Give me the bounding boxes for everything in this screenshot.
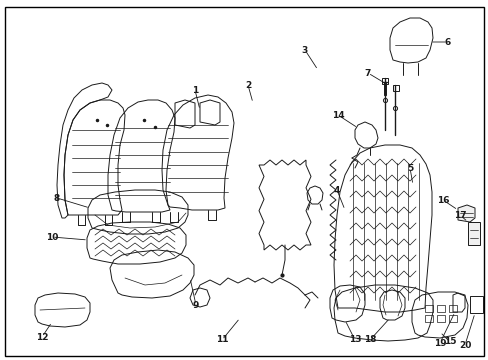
- Text: 3: 3: [301, 45, 307, 54]
- Polygon shape: [457, 205, 474, 222]
- Text: 13: 13: [348, 336, 361, 345]
- Text: 1: 1: [191, 86, 198, 95]
- Text: 9: 9: [192, 301, 199, 310]
- Text: 6: 6: [444, 37, 450, 46]
- Text: 17: 17: [453, 211, 466, 220]
- Text: 16: 16: [436, 195, 448, 204]
- Text: 20: 20: [458, 341, 470, 350]
- Text: 7: 7: [364, 68, 370, 77]
- Text: 19: 19: [433, 338, 446, 347]
- Polygon shape: [467, 222, 479, 245]
- Text: 4: 4: [333, 185, 340, 194]
- Text: 5: 5: [406, 163, 412, 172]
- Text: 15: 15: [443, 338, 455, 346]
- Text: 18: 18: [363, 336, 375, 345]
- Text: 10: 10: [46, 233, 58, 242]
- Text: 8: 8: [54, 194, 60, 202]
- Text: 2: 2: [244, 81, 251, 90]
- Text: 11: 11: [215, 336, 228, 345]
- Text: 14: 14: [331, 111, 344, 120]
- Text: 12: 12: [36, 333, 48, 342]
